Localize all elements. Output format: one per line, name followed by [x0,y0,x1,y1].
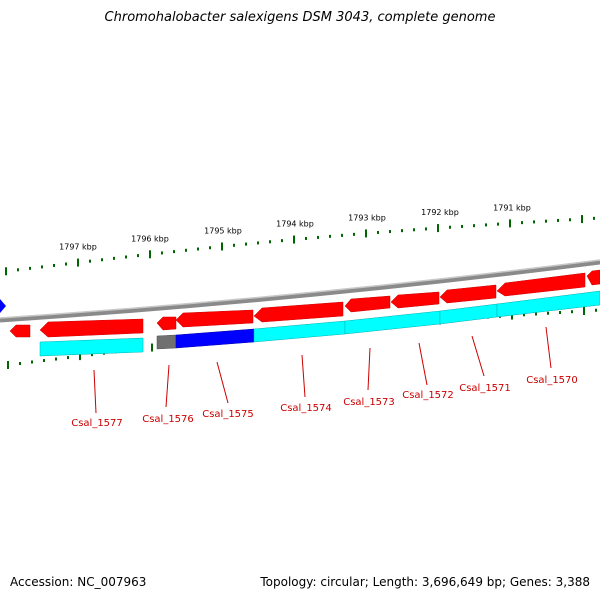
gene-arrow-csal-1574[interactable] [253,301,344,323]
gene-arrow-right-edge[interactable] [586,269,600,286]
gene-label-csal-1570[interactable]: Csal_1570 [526,375,578,386]
kbp-label: 1795 kbp [204,226,242,235]
gene-label-group-csal-1576[interactable]: Csal_1576 [142,364,194,425]
gene-arrow-csal-1577[interactable] [39,318,144,338]
gene-label-csal-1571[interactable]: Csal_1571 [459,383,511,394]
gene-label-group-csal-1573[interactable]: Csal_1573 [343,347,395,408]
gene-arrow-csal-1571[interactable] [439,284,497,304]
gene-label-csal-1576[interactable]: Csal_1576 [142,414,194,425]
gene-arrow-csal-1576[interactable] [156,316,177,331]
cds-bar-csal-1576[interactable] [156,334,177,350]
gene-label-csal-1575[interactable]: Csal_1575 [202,409,254,420]
accession-text: Accession: NC_007963 [10,575,147,589]
cds-bar-csal-1574[interactable] [253,320,346,343]
gene-arrow-csal-1575[interactable] [175,309,254,328]
gene-label-group-csal-1575[interactable]: Csal_1575 [202,361,254,420]
genome-summary-text: Topology: circular; Length: 3,696,649 bp… [260,575,590,589]
gene-arrow-csal-1572[interactable] [390,291,440,309]
genome-title: Chromohalobacter salexigens DSM 3043, co… [104,10,496,25]
genome-backbone-highlight [0,259,600,319]
gene-arrow-csal-1573[interactable] [344,295,391,313]
gene-label-csal-1573[interactable]: Csal_1573 [343,397,395,408]
cds-bar-csal-1573[interactable] [344,310,441,335]
gene-arrow-left-edge[interactable] [9,324,31,338]
cds-bar-csal-1571[interactable] [439,303,498,325]
gene-label-group-csal-1571[interactable]: Csal_1571 [459,335,511,394]
kbp-label: 1791 kbp [493,203,531,212]
cds-bar-csal-1570[interactable] [496,290,600,318]
kbp-label: 1797 kbp [59,243,97,252]
kbp-label: 1794 kbp [276,219,314,228]
gene-label-group-csal-1577[interactable]: Csal_1577 [71,369,123,429]
gene-label-group-csal-1574[interactable]: Csal_1574 [280,354,332,414]
gene-label-csal-1574[interactable]: Csal_1574 [280,403,332,414]
gene-label-csal-1572[interactable]: Csal_1572 [402,390,454,401]
kbp-label: 1793 kbp [348,213,386,222]
gene-label-group-csal-1572[interactable]: Csal_1572 [402,342,454,401]
cds-bar-csal-1575[interactable] [175,328,255,349]
genome-backbone [0,259,600,323]
kbp-label: 1796 kbp [131,234,169,243]
outer-tick-track [5,215,595,276]
gene-arrow-csal-1570[interactable] [496,272,586,297]
position-marker-diamond[interactable] [0,299,6,313]
gene-label-csal-1577[interactable]: Csal_1577 [71,418,123,429]
cds-bar-csal-1577[interactable] [39,337,144,357]
kbp-scale: 1797 kbp 1796 kbp 1795 kbp 1794 kbp 1793 kbp… [59,203,531,251]
kbp-label: 1792 kbp [421,208,459,217]
gene-label-group-csal-1570[interactable]: Csal_1570 [526,326,578,386]
